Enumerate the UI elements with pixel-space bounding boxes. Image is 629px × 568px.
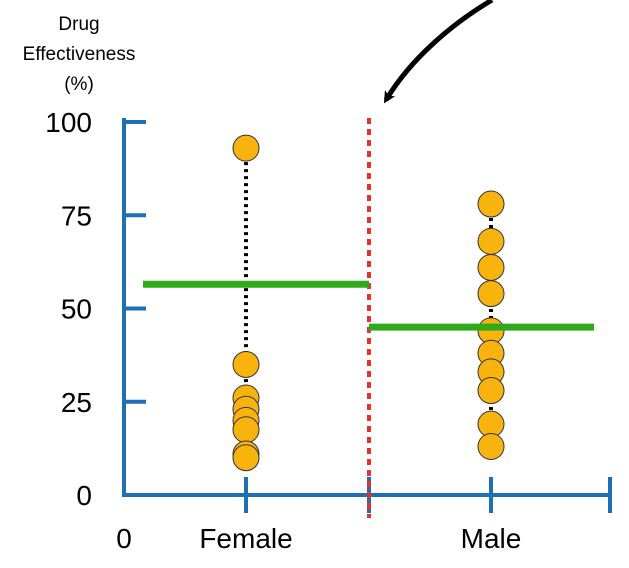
point-male-9 bbox=[477, 433, 505, 461]
point-male-1 bbox=[477, 227, 505, 255]
category-label-female: Female bbox=[199, 523, 292, 554]
y-axis-label-line-3: (%) bbox=[64, 74, 94, 95]
y-tick-label-50: 50 bbox=[61, 294, 92, 325]
category-label-male: Male bbox=[461, 523, 522, 554]
data-points bbox=[232, 134, 594, 472]
y-tick-label-75: 75 bbox=[61, 200, 92, 231]
point-male-0 bbox=[477, 190, 505, 218]
point-female-5 bbox=[232, 416, 260, 444]
point-male-2 bbox=[477, 253, 505, 281]
point-male-3 bbox=[477, 280, 505, 308]
y-tick-label-0: 0 bbox=[76, 480, 92, 511]
y-axis-label-line-2: Effectiveness bbox=[23, 44, 136, 65]
point-female-1 bbox=[232, 350, 260, 378]
annotation-arrow bbox=[383, 0, 494, 104]
y-tick-label-100: 100 bbox=[45, 107, 92, 138]
range-lines bbox=[244, 148, 493, 458]
point-female-7 bbox=[232, 444, 260, 472]
point-male-7 bbox=[477, 377, 505, 405]
y-ticks: 0 25 50 75 100 bbox=[45, 107, 146, 511]
y-tick-label-25: 25 bbox=[61, 387, 92, 418]
y-axis-label-line-1: Drug bbox=[58, 14, 99, 35]
x-origin-label: 0 bbox=[116, 523, 132, 554]
point-female-0 bbox=[232, 134, 260, 162]
